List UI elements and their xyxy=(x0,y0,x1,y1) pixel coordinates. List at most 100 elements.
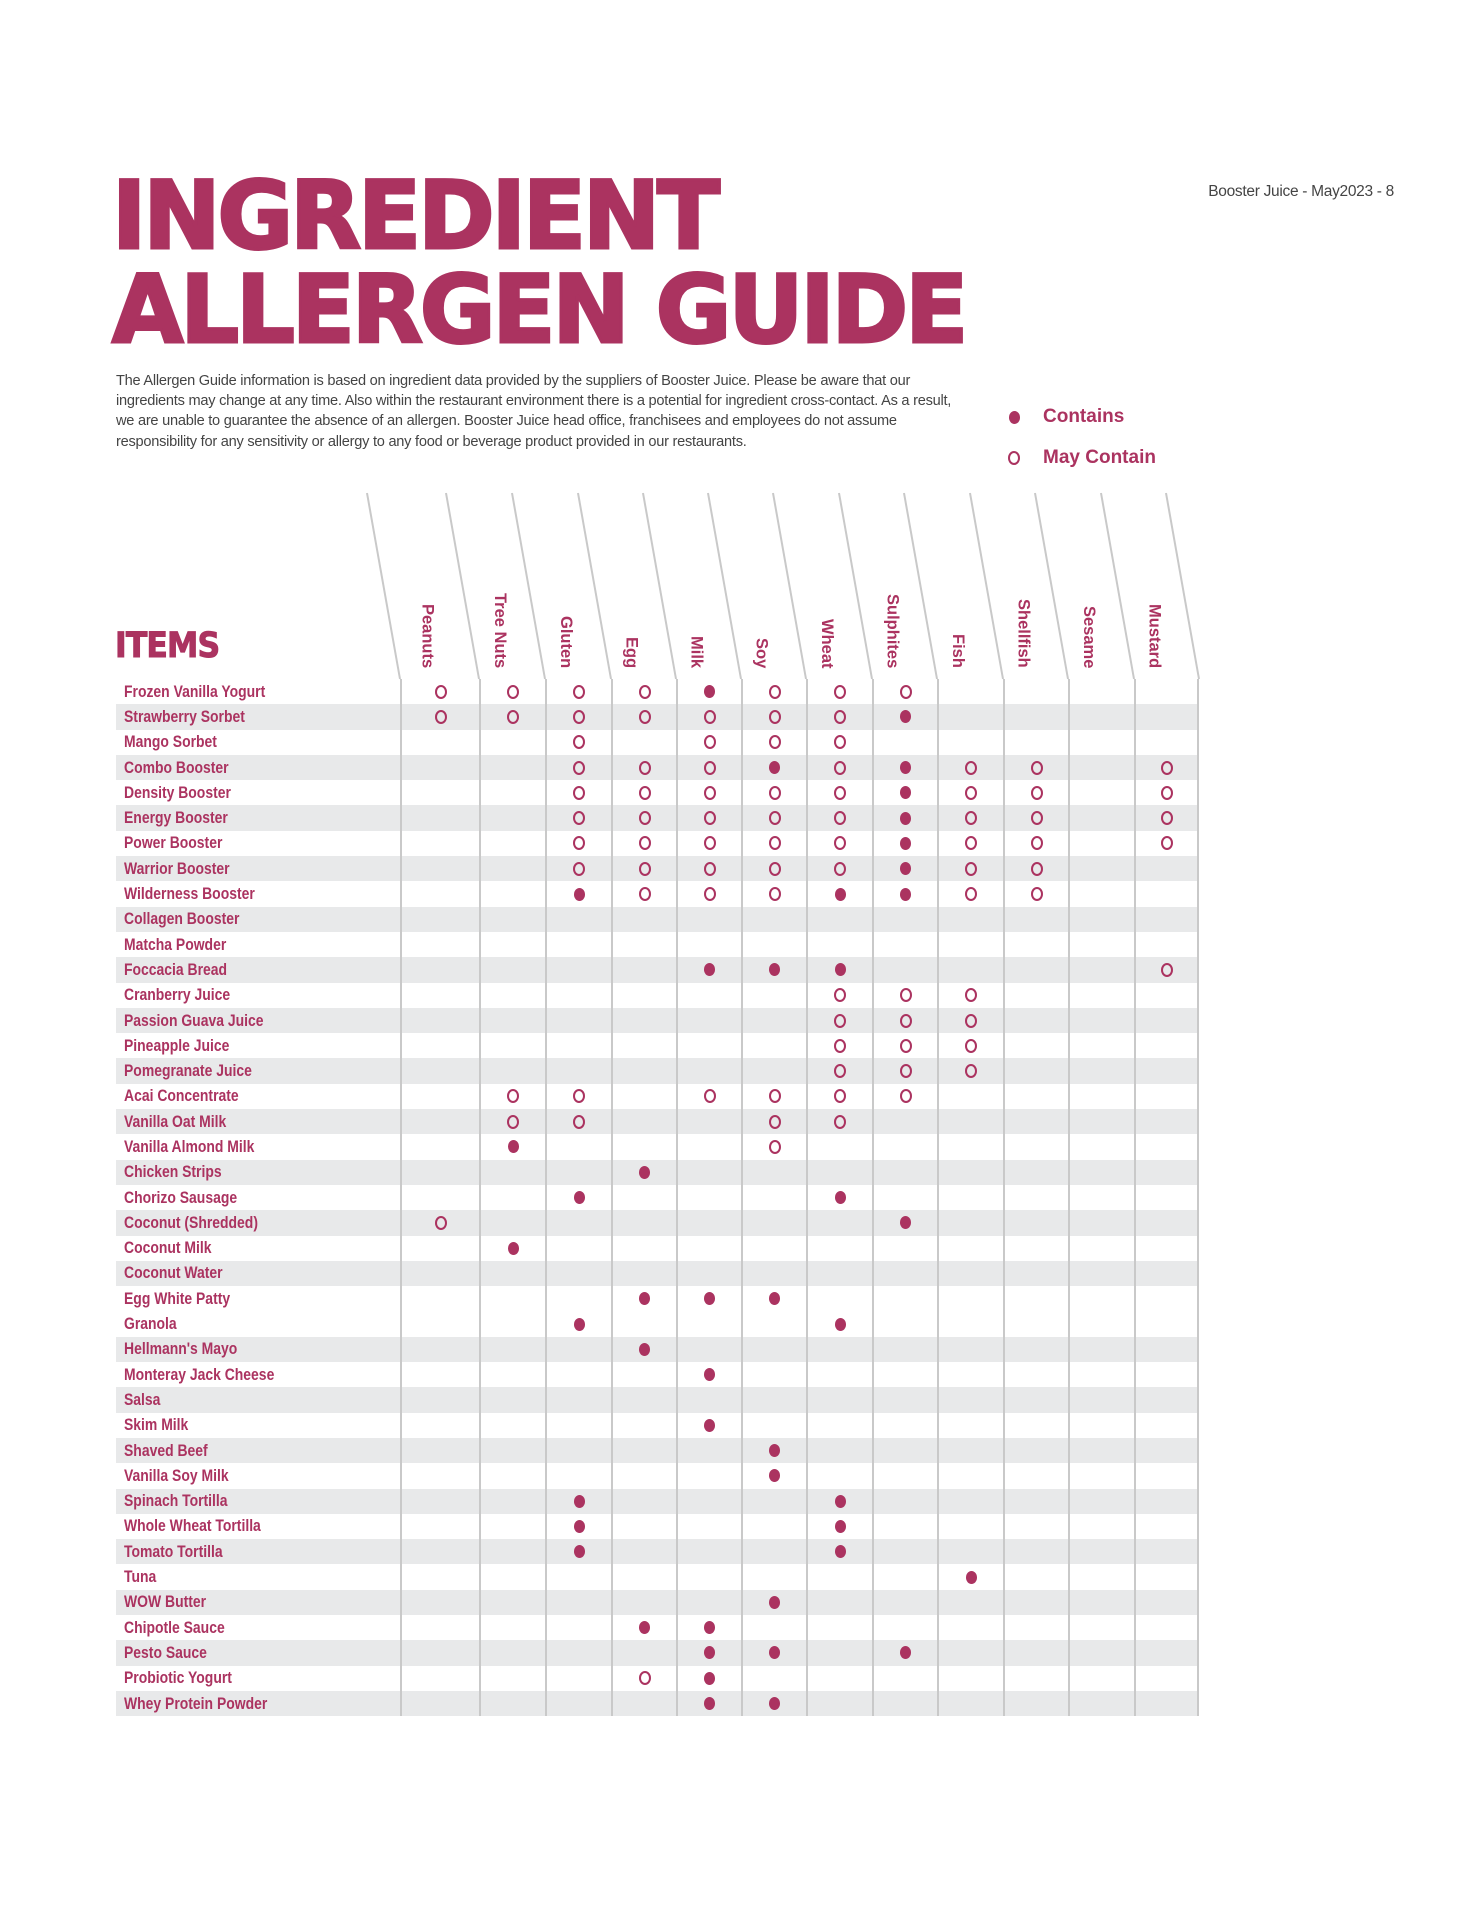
allergen-cell-peanuts xyxy=(400,1134,479,1160)
table-row: Monteray Jack Cheese xyxy=(116,1362,1199,1388)
allergen-cell-sesame xyxy=(1068,1336,1134,1363)
may-contain-circle-icon xyxy=(965,785,977,800)
allergen-cell-shellfish xyxy=(1003,780,1068,806)
may-contain-circle-icon xyxy=(1160,760,1173,775)
allergen-cell-wheat xyxy=(806,1690,872,1717)
allergen-cell-milk xyxy=(676,1589,741,1615)
allergen-cell-egg xyxy=(611,1690,676,1717)
allergen-cell-mustard xyxy=(1134,1007,1199,1034)
allergen-cell-gluten xyxy=(545,982,611,1008)
allergen-cell-sesame xyxy=(1068,1564,1134,1590)
allergen-cell-fish xyxy=(937,1463,1003,1489)
allergen-cell-gluten xyxy=(545,1336,611,1363)
table-row: Mango Sorbet xyxy=(116,729,1199,755)
contains-dot-icon xyxy=(573,1545,585,1559)
header-divider xyxy=(903,492,938,680)
allergen-cell-mustard xyxy=(1134,1336,1199,1363)
allergen-cell-shellfish xyxy=(1003,1159,1068,1185)
may-contain-circle-icon xyxy=(834,1013,846,1028)
allergen-cell-mustard xyxy=(1134,957,1199,983)
table-row: Probiotic Yogurt xyxy=(116,1665,1199,1691)
allergen-cell-sesame xyxy=(1068,704,1134,730)
item-cell: Pesto Sauce xyxy=(116,1640,400,1666)
allergen-cell-milk xyxy=(676,1362,741,1388)
allergen-cell-gluten xyxy=(545,1134,611,1160)
allergen-cell-wheat xyxy=(806,856,872,882)
item-name: Pomegranate Juice xyxy=(124,1061,252,1081)
allergen-cell-egg xyxy=(611,957,676,983)
allergen-cell-peanuts xyxy=(400,1210,479,1236)
allergen-cell-sulphites xyxy=(872,957,937,983)
column-header-peanuts: Peanuts xyxy=(418,603,437,668)
item-name: Tuna xyxy=(124,1567,157,1587)
item-name: Granola xyxy=(124,1314,177,1334)
allergen-cell-wheat xyxy=(806,1539,872,1565)
filled-dot-icon xyxy=(1008,410,1020,424)
allergen-cell-shellfish xyxy=(1003,1336,1068,1363)
allergen-cell-mustard xyxy=(1134,1286,1199,1312)
allergen-cell-fish xyxy=(937,982,1003,1008)
allergen-cell-sesame xyxy=(1068,1690,1134,1717)
allergen-cell-peanuts xyxy=(400,1159,479,1185)
allergen-cell-tree-nuts xyxy=(479,1007,545,1034)
allergen-cell-sulphites xyxy=(872,1210,937,1236)
table-row: Power Booster xyxy=(116,830,1199,857)
allergen-cell-wheat xyxy=(806,1665,872,1691)
allergen-cell-mustard xyxy=(1134,1387,1199,1413)
allergen-cell-tree-nuts xyxy=(479,1083,545,1110)
allergen-cell-mustard xyxy=(1134,830,1199,857)
allergen-cell-soy xyxy=(741,982,806,1008)
may-contain-circle-icon xyxy=(573,1089,585,1104)
allergen-cell-peanuts xyxy=(400,1235,479,1261)
item-name: Salsa xyxy=(124,1389,161,1409)
allergen-cell-wheat xyxy=(806,1235,872,1261)
allergen-cell-fish xyxy=(937,1033,1003,1059)
allergen-cell-soy xyxy=(741,1564,806,1590)
legend-contains: Contains xyxy=(1003,406,1124,428)
allergen-cell-egg xyxy=(611,1286,676,1312)
allergen-cell-fish xyxy=(937,856,1003,882)
may-contain-circle-icon xyxy=(768,1139,781,1154)
contains-dot-icon xyxy=(507,1241,519,1255)
item-name: Whole Wheat Tortilla xyxy=(124,1516,261,1536)
may-contain-circle-icon xyxy=(434,1215,447,1230)
allergen-cell-milk xyxy=(676,1614,741,1641)
allergen-cell-tree-nuts xyxy=(479,1336,545,1363)
allergen-cell-soy xyxy=(741,1614,806,1641)
may-contain-circle-icon xyxy=(834,1114,846,1129)
contains-dot-icon xyxy=(769,1469,780,1483)
allergen-cell-soy xyxy=(741,805,806,831)
table-row: Collagen Booster xyxy=(116,906,1199,932)
contains-dot-icon xyxy=(573,887,585,901)
allergen-cell-mustard xyxy=(1134,1134,1199,1160)
allergen-cell-gluten xyxy=(545,1614,611,1641)
allergen-cell-fish xyxy=(937,1260,1003,1287)
may-contain-circle-icon xyxy=(965,861,977,876)
may-contain-circle-icon xyxy=(834,988,846,1003)
allergen-cell-wheat xyxy=(806,754,872,781)
allergen-cell-tree-nuts xyxy=(479,1539,545,1565)
allergen-cell-gluten xyxy=(545,856,611,882)
allergen-cell-soy xyxy=(741,881,806,907)
item-name: Strawberry Sorbet xyxy=(124,706,245,726)
allergen-cell-tree-nuts xyxy=(479,881,545,907)
allergen-cell-tree-nuts xyxy=(479,1260,545,1287)
allergen-cell-fish xyxy=(937,931,1003,958)
allergen-cell-sulphites xyxy=(872,982,937,1008)
table-row: Hellmann's Mayo xyxy=(116,1336,1199,1363)
allergen-cell-milk xyxy=(676,704,741,730)
item-cell: Hellmann's Mayo xyxy=(116,1336,400,1363)
allergen-cell-shellfish xyxy=(1003,957,1068,983)
allergen-cell-soy xyxy=(741,906,806,932)
allergen-cell-sesame xyxy=(1068,1437,1134,1464)
contains-dot-icon xyxy=(704,1671,715,1685)
allergen-cell-mustard xyxy=(1134,1412,1199,1438)
contains-dot-icon xyxy=(834,1494,846,1508)
may-contain-circle-icon xyxy=(965,811,977,826)
contains-dot-icon xyxy=(639,1342,650,1356)
column-header-sulphites: Sulphites xyxy=(883,593,902,668)
contains-dot-icon xyxy=(573,1317,585,1331)
allergen-cell-sesame xyxy=(1068,1539,1134,1565)
allergen-cell-sesame xyxy=(1068,830,1134,857)
allergen-cell-sulphites xyxy=(872,830,937,857)
